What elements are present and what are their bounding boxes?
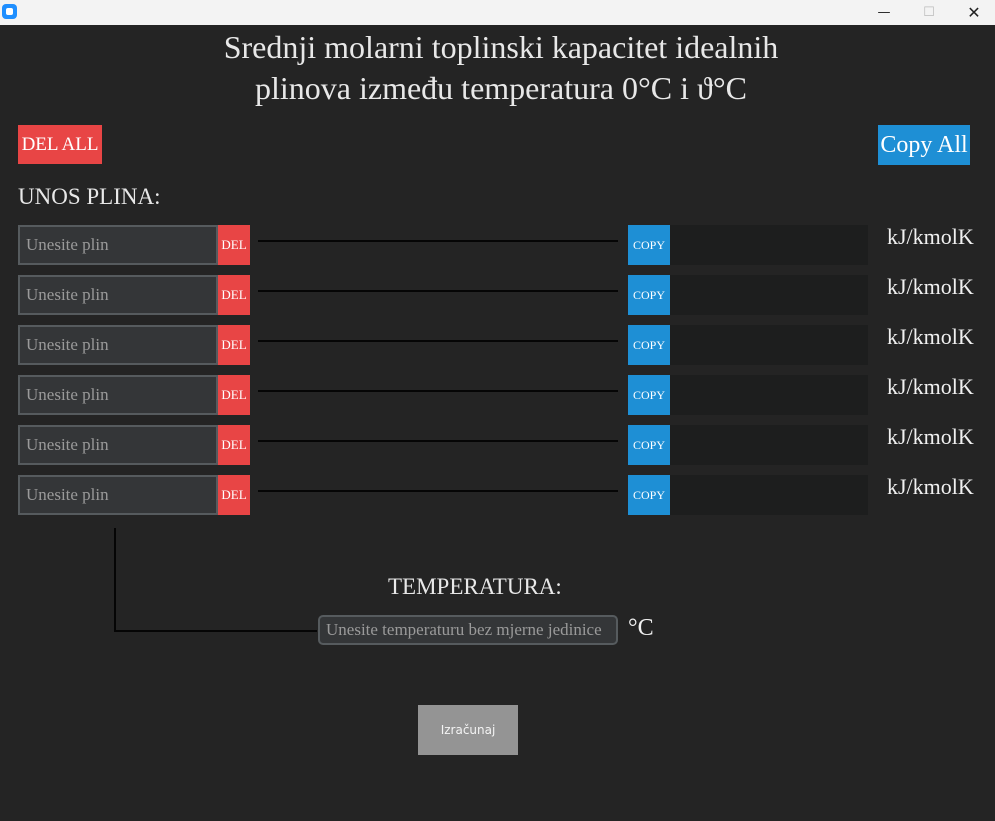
gas-unit-label: kJ/kmolK bbox=[887, 324, 974, 349]
gas-copy-button[interactable]: COPY bbox=[628, 275, 670, 315]
gas-result-field bbox=[670, 225, 868, 265]
calculate-button[interactable]: Izračunaj bbox=[418, 705, 518, 755]
gas-delete-button[interactable]: DEL bbox=[218, 325, 250, 365]
temperature-input[interactable] bbox=[318, 615, 618, 645]
gas-copy-button[interactable]: COPY bbox=[628, 425, 670, 465]
gas-input[interactable] bbox=[18, 375, 218, 415]
gas-row: DEL COPY kJ/kmolK bbox=[0, 224, 995, 265]
gas-input[interactable] bbox=[18, 425, 218, 465]
gas-result-field bbox=[670, 275, 868, 315]
row-connector-line bbox=[258, 390, 618, 392]
gas-input[interactable] bbox=[18, 225, 218, 265]
row-connector-line bbox=[258, 440, 618, 442]
gas-result-field bbox=[670, 375, 868, 415]
delete-all-button[interactable]: DEL ALL bbox=[18, 125, 102, 164]
gas-result-field bbox=[670, 475, 868, 515]
temperature-connector-vertical bbox=[114, 528, 116, 632]
gas-row: DEL COPY kJ/kmolK bbox=[0, 324, 995, 365]
maximize-button[interactable]: ☐ bbox=[923, 5, 935, 20]
page-title-line-1: Srednji molarni toplinski kapacitet idea… bbox=[223, 29, 779, 65]
gas-result-field bbox=[670, 325, 868, 365]
gas-input[interactable] bbox=[18, 325, 218, 365]
gas-section-label: UNOS PLINA: bbox=[18, 184, 161, 209]
row-connector-line bbox=[258, 340, 618, 342]
title-bar: — ☐ ✕ bbox=[0, 0, 995, 25]
gas-result-field bbox=[670, 425, 868, 465]
gas-delete-button[interactable]: DEL bbox=[218, 375, 250, 415]
row-connector-line bbox=[258, 290, 618, 292]
gas-unit-label: kJ/kmolK bbox=[887, 374, 974, 399]
copy-all-button[interactable]: Copy All bbox=[878, 125, 970, 165]
gas-unit-label: kJ/kmolK bbox=[887, 424, 974, 449]
temperature-connector-horizontal bbox=[114, 630, 317, 632]
gas-delete-button[interactable]: DEL bbox=[218, 225, 250, 265]
gas-row: DEL COPY kJ/kmolK bbox=[0, 274, 995, 315]
gas-copy-button[interactable]: COPY bbox=[628, 225, 670, 265]
temperature-label: TEMPERATURA: bbox=[388, 574, 562, 599]
gas-row: DEL COPY kJ/kmolK bbox=[0, 424, 995, 465]
gas-delete-button[interactable]: DEL bbox=[218, 275, 250, 315]
page-title-line-2: plinova između temperatura 0°C i ϑ°C bbox=[255, 70, 747, 106]
gas-delete-button[interactable]: DEL bbox=[218, 425, 250, 465]
page-title: Srednji molarni toplinski kapacitet idea… bbox=[0, 27, 995, 109]
gas-copy-button[interactable]: COPY bbox=[628, 375, 670, 415]
row-connector-line bbox=[258, 490, 618, 492]
gas-row: DEL COPY kJ/kmolK bbox=[0, 474, 995, 515]
gas-copy-button[interactable]: COPY bbox=[628, 475, 670, 515]
gas-copy-button[interactable]: COPY bbox=[628, 325, 670, 365]
close-button[interactable]: ✕ bbox=[967, 3, 981, 22]
gas-unit-label: kJ/kmolK bbox=[887, 474, 974, 499]
gas-unit-label: kJ/kmolK bbox=[887, 274, 974, 299]
gas-input[interactable] bbox=[18, 275, 218, 315]
gas-input[interactable] bbox=[18, 475, 218, 515]
app-icon bbox=[2, 4, 17, 19]
minimize-button[interactable]: — bbox=[877, 5, 891, 20]
temperature-unit-label: °C bbox=[628, 615, 654, 641]
gas-unit-label: kJ/kmolK bbox=[887, 224, 974, 249]
row-connector-line bbox=[258, 240, 618, 242]
gas-row: DEL COPY kJ/kmolK bbox=[0, 374, 995, 415]
gas-delete-button[interactable]: DEL bbox=[218, 475, 250, 515]
